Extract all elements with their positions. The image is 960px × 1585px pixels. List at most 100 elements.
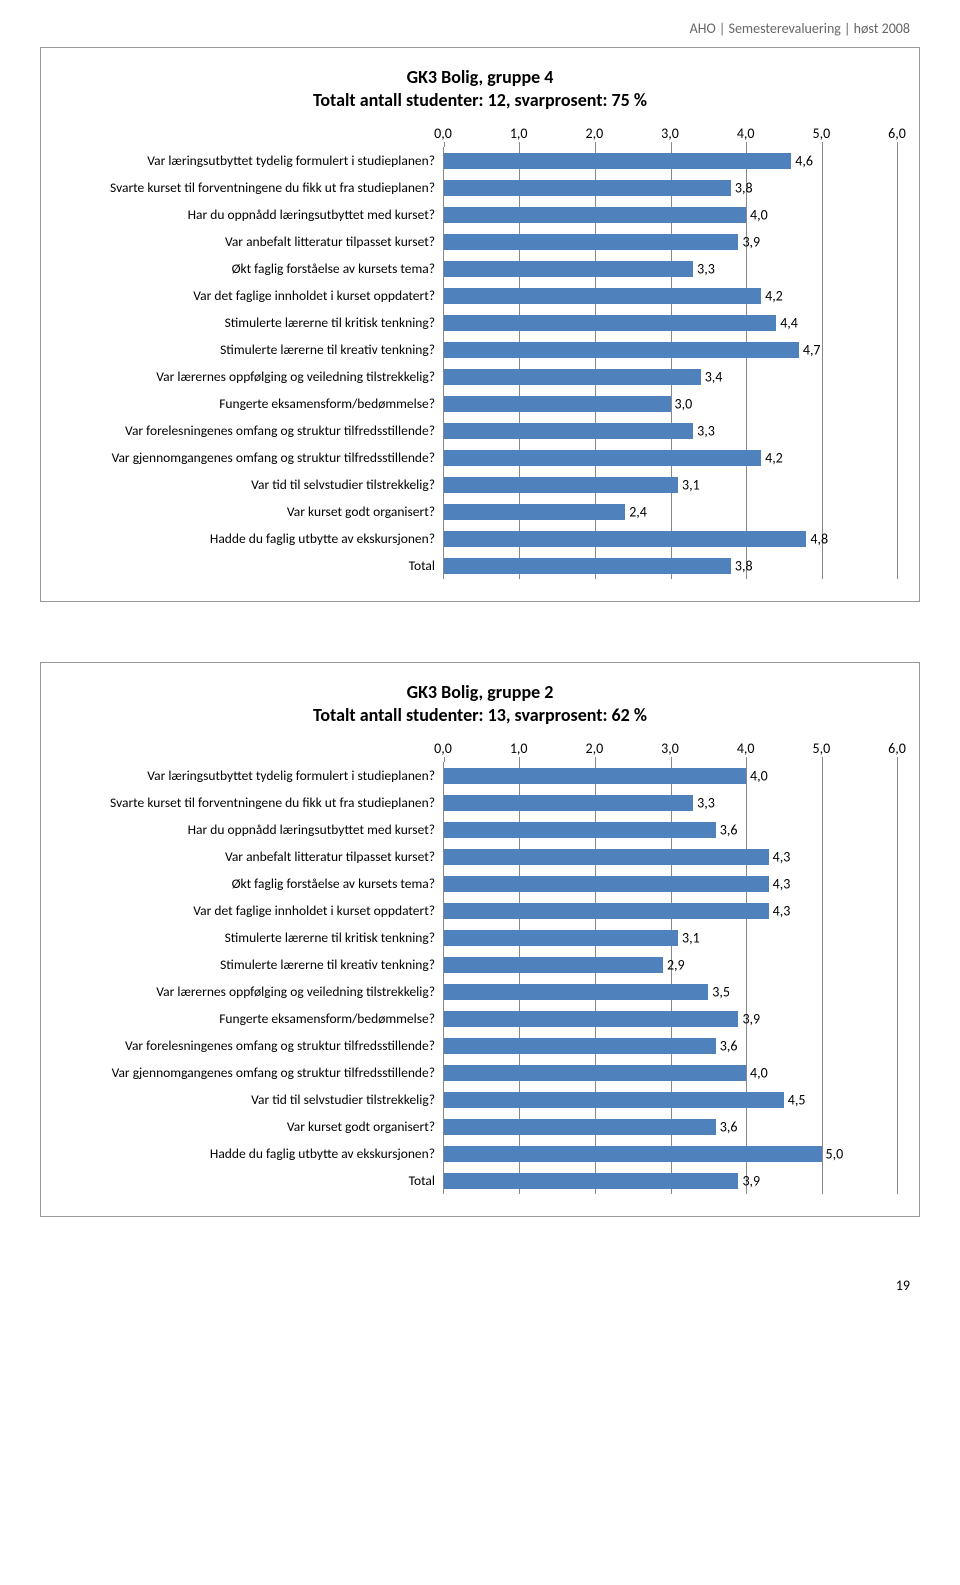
bar-row: 4,2 [444,282,897,309]
bar: 3,9 [444,234,738,250]
question-label: Var lærernes oppfølging og veiledning ti… [63,983,443,1000]
question-label: Var gjennomgangenes omfang og struktur t… [63,1064,443,1081]
bar: 3,1 [444,930,678,946]
bar: 3,3 [444,261,693,277]
question-label: Var tid til selvstudier tilstrekkelig? [63,476,443,493]
bar-value-label: 3,9 [742,233,760,250]
question-label: Økt faglig forståelse av kursets tema? [63,260,443,277]
bar-row: 4,3 [444,843,897,870]
bar-value-label: 3,0 [675,395,693,412]
bar-value-label: 3,1 [682,929,700,946]
bar: 3,8 [444,558,731,574]
bar-value-label: 3,4 [705,368,723,385]
question-label: Var gjennomgangenes omfang og struktur t… [63,449,443,466]
bar-value-label: 4,5 [788,1091,806,1108]
bar-value-label: 3,6 [720,1037,738,1054]
axis-tick-label: 0,0 [434,740,452,757]
bar: 4,3 [444,876,769,892]
axis-tick-label: 3,0 [661,125,679,142]
bar-row: 3,5 [444,978,897,1005]
bar-value-label: 3,6 [720,821,738,838]
bar-value-label: 4,2 [765,449,783,466]
bar: 3,6 [444,1038,716,1054]
bar-value-label: 5,0 [826,1145,844,1162]
bar-row: 4,2 [444,444,897,471]
bar-row: 2,9 [444,951,897,978]
bar-value-label: 3,8 [735,179,753,196]
bar: 4,7 [444,342,799,358]
question-label: Stimulerte lærerne til kreativ tenkning? [63,341,443,358]
bar: 4,3 [444,849,769,865]
page: AHO | Semesterevaluering | høst 2008 GK3… [0,0,960,1334]
bar: 4,0 [444,207,746,223]
bar-value-label: 3,8 [735,557,753,574]
bar-row: 3,0 [444,390,897,417]
plot-area: 4,63,84,03,93,34,24,44,73,43,03,34,23,12… [443,147,897,579]
question-label: Total [63,557,443,574]
question-label: Var tid til selvstudier tilstrekkelig? [63,1091,443,1108]
bar-row: 4,3 [444,870,897,897]
bar-row: 3,3 [444,417,897,444]
bar: 4,5 [444,1092,784,1108]
question-label: Fungerte eksamensform/bedømmelse? [63,395,443,412]
chart-box: GK3 Bolig, gruppe 4Totalt antall student… [40,47,920,602]
axis-tick-label: 6,0 [888,125,906,142]
chart-title-line: Totalt antall studenter: 12, svarprosent… [63,89,897,112]
bar-value-label: 3,3 [697,794,715,811]
bar: 3,6 [444,1119,716,1135]
bar: 3,8 [444,180,731,196]
bar: 3,4 [444,369,701,385]
bar-row: 4,8 [444,525,897,552]
question-label: Var læringsutbyttet tydelig formulert i … [63,152,443,169]
question-label: Var kurset godt organisert? [63,1118,443,1135]
plot-area: 4,03,33,64,34,34,33,12,93,53,93,64,04,53… [443,762,897,1194]
axis-tick-label: 1,0 [510,740,528,757]
bar: 2,4 [444,504,625,520]
gridline [897,762,898,1194]
tickmark [897,757,898,762]
bar-value-label: 2,9 [667,956,685,973]
axis-tick-label: 1,0 [510,125,528,142]
bar-row: 3,6 [444,1113,897,1140]
bar-row: 5,0 [444,1140,897,1167]
question-label: Hadde du faglig utbytte av ekskursjonen? [63,1145,443,1162]
bar-row: 3,9 [444,1005,897,1032]
x-axis: 0,01,02,03,04,05,06,0 [63,740,897,762]
page-header: AHO | Semesterevaluering | høst 2008 [40,20,920,37]
bar-row: 4,6 [444,147,897,174]
question-label: Var læringsutbyttet tydelig formulert i … [63,767,443,784]
question-label: Fungerte eksamensform/bedømmelse? [63,1010,443,1027]
bar-value-label: 3,5 [712,983,730,1000]
axis-tick-label: 0,0 [434,125,452,142]
question-label: Hadde du faglig utbytte av ekskursjonen? [63,530,443,547]
question-label: Var forelesningenes omfang og struktur t… [63,422,443,439]
bar-row: 4,5 [444,1086,897,1113]
bar-value-label: 4,3 [773,902,791,919]
bar-value-label: 4,4 [780,314,798,331]
axis-tick-label: 3,0 [661,740,679,757]
question-label: Økt faglig forståelse av kursets tema? [63,875,443,892]
bar: 3,6 [444,822,716,838]
axis-tick-label: 5,0 [812,740,830,757]
page-number: 19 [40,1277,920,1294]
question-label: Stimulerte lærerne til kreativ tenkning? [63,956,443,973]
axis-tick-label: 5,0 [812,125,830,142]
bar-row: 3,9 [444,228,897,255]
bar: 2,9 [444,957,663,973]
bar-value-label: 4,2 [765,287,783,304]
bar: 3,5 [444,984,708,1000]
bar-row: 4,3 [444,897,897,924]
bar-row: 3,9 [444,1167,897,1194]
bar-row: 3,4 [444,363,897,390]
chart-title: GK3 Bolig, gruppe 4Totalt antall student… [63,66,897,111]
question-label: Har du oppnådd læringsutbyttet med kurse… [63,821,443,838]
gridline [897,147,898,579]
bar-value-label: 3,3 [697,260,715,277]
bar-row: 4,0 [444,201,897,228]
question-label: Var forelesningenes omfang og struktur t… [63,1037,443,1054]
bar: 3,0 [444,396,671,412]
chart-title-line: Totalt antall studenter: 13, svarprosent… [63,704,897,727]
bar-value-label: 4,8 [810,530,828,547]
bar-value-label: 3,9 [742,1172,760,1189]
question-label: Var det faglige innholdet i kurset oppda… [63,902,443,919]
